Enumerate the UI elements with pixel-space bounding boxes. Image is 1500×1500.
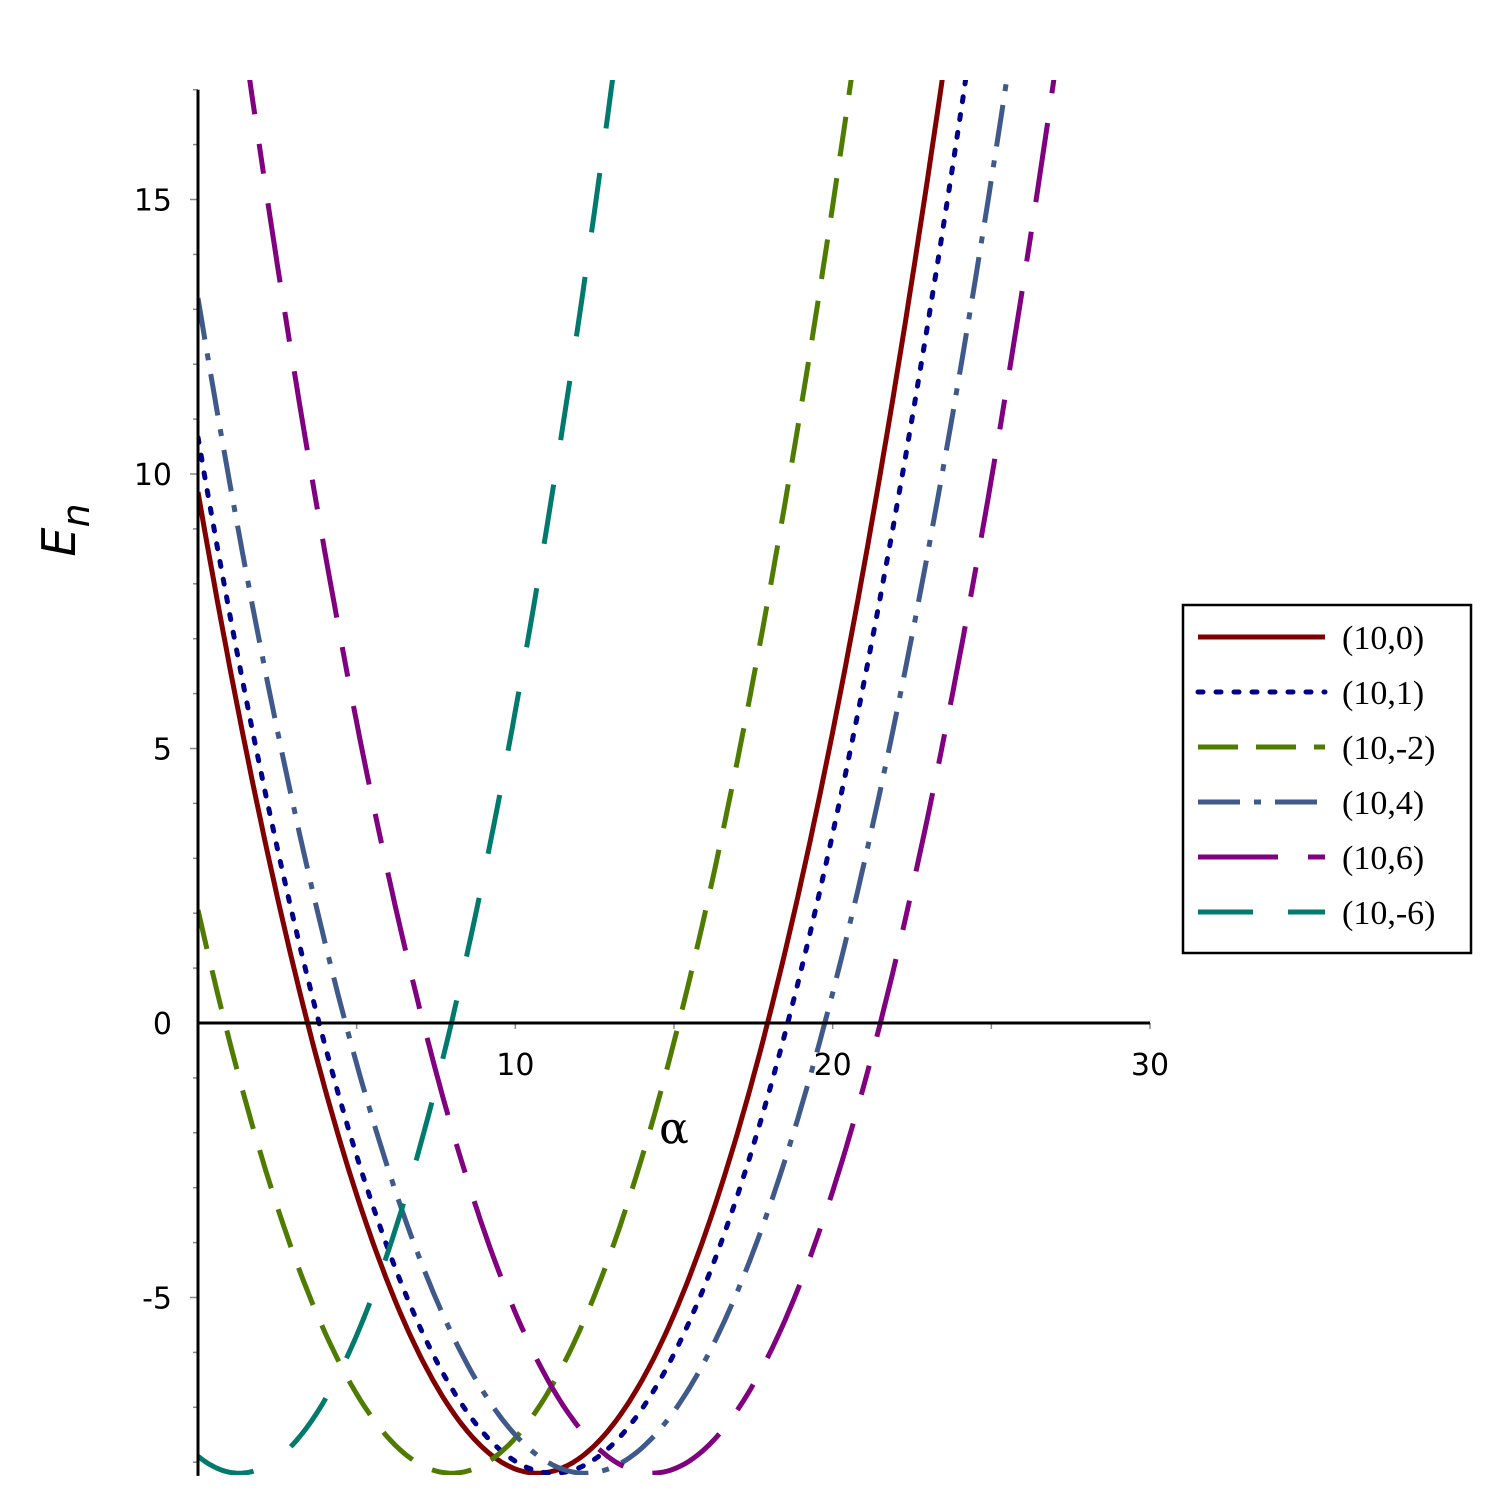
series-line (198, 80, 854, 1475)
legend-label: (10,6) (1342, 840, 1424, 877)
y-tick-label: 10 (134, 458, 172, 493)
legend-box (1181, 603, 1473, 955)
y-axis-title-subscript: n (54, 503, 98, 527)
y-tick-label: 0 (153, 1007, 172, 1042)
y-axis-title: En (32, 503, 98, 556)
legend-label: (10,-6) (1342, 895, 1435, 932)
legend-items: (10,0) (10,1) (10,-2) (10,4) (10,6) (10,-6) (1195, 620, 1435, 932)
series-lines (198, 80, 1057, 1475)
legend-label: (10,0) (1342, 620, 1424, 657)
y-tick-label: 5 (153, 733, 172, 768)
legend: (10,0) (10,1) (10,-2) (10,4) (10,6) (10,-6) (1181, 603, 1473, 955)
x-tick-label: 30 (1131, 1048, 1169, 1083)
y-tick-label: 15 (134, 184, 172, 219)
legend-label: (10,4) (1342, 785, 1424, 822)
series-line (198, 80, 969, 1475)
y-axis-title-base: E (32, 528, 86, 557)
series-line (247, 80, 1057, 1475)
x-tick-label: 10 (496, 1048, 534, 1083)
x-tick-label: 20 (814, 1048, 852, 1083)
y-tick-label: -5 (142, 1282, 172, 1317)
legend-label: (10,1) (1342, 675, 1424, 712)
minor-ticks (190, 88, 1151, 1463)
legend-label: (10,-2) (1342, 730, 1435, 767)
series-line (198, 80, 1010, 1475)
series-line (198, 80, 616, 1475)
series-line (198, 80, 945, 1475)
tick-labels: 10 20 30 -5 0 5 10 15 (134, 184, 1169, 1317)
svg-text:En: En (32, 503, 98, 556)
x-axis-title: α (659, 1103, 689, 1154)
